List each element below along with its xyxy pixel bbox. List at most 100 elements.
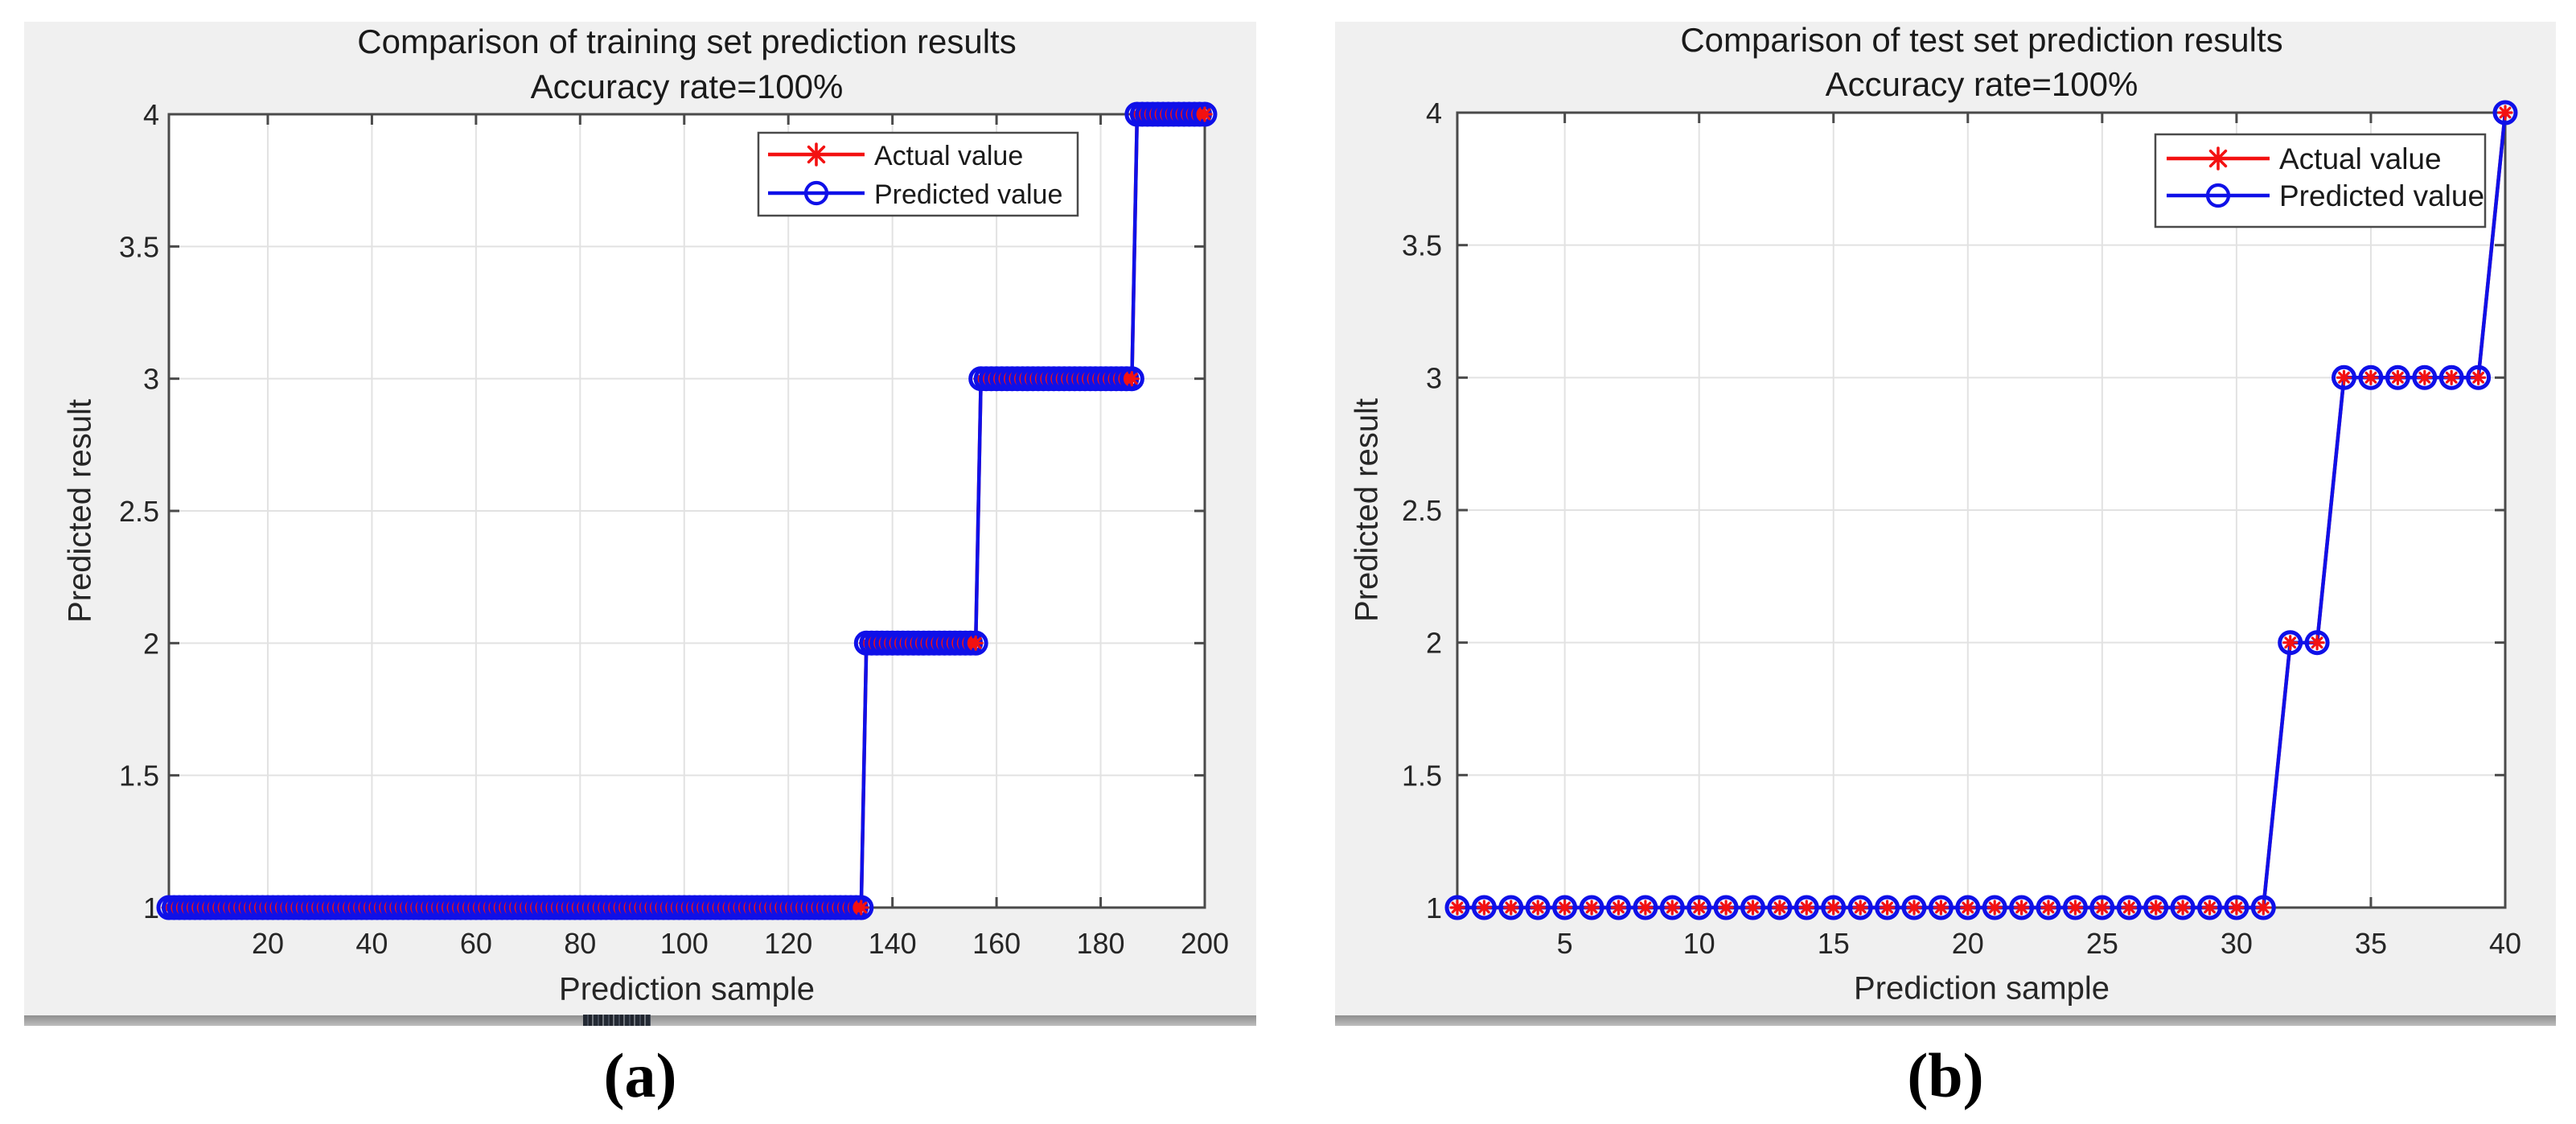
data-point-marker <box>2438 364 2464 390</box>
x-tick-label: 20 <box>1952 927 1984 960</box>
data-point-marker <box>2009 895 2035 920</box>
data-point-marker <box>1847 895 1873 920</box>
data-point-marker <box>1875 895 1900 920</box>
y-tick-label: 2.5 <box>1402 494 1442 527</box>
data-point-marker <box>2385 364 2410 390</box>
data-point-marker <box>2412 364 2438 390</box>
data-point-marker <box>2466 364 2492 390</box>
legend-circle-marker-icon <box>803 180 829 206</box>
x-tick-label: 10 <box>1683 927 1715 960</box>
data-point-marker <box>1955 895 1981 920</box>
y-tick-label: 1 <box>143 891 159 924</box>
x-tick-label: 40 <box>355 927 388 960</box>
data-point-marker <box>2224 895 2249 920</box>
legend-label: Actual value <box>2279 142 2442 175</box>
data-point-marker <box>1444 895 1470 920</box>
x-tick-label: 25 <box>2086 927 2118 960</box>
data-point-marker <box>2278 630 2303 656</box>
y-tick-label: 4 <box>1426 97 1442 130</box>
data-point-marker <box>1659 895 1685 920</box>
data-point-marker <box>2170 895 2196 920</box>
data-point-marker <box>963 630 988 656</box>
y-tick-label: 1.5 <box>119 760 159 793</box>
data-point-marker <box>2332 364 2356 390</box>
x-tick-label: 15 <box>1818 927 1850 960</box>
data-point-marker <box>1525 895 1551 920</box>
data-point-marker <box>1821 895 1847 920</box>
data-point-marker <box>2062 895 2088 920</box>
x-tick-label: 160 <box>972 927 1021 960</box>
data-point-marker <box>2089 895 2115 920</box>
y-tick-label: 4 <box>143 98 159 131</box>
data-point-marker <box>2036 895 2061 920</box>
y-tick-label: 1.5 <box>1402 759 1442 792</box>
data-point-marker <box>1552 895 1578 920</box>
legend-circle-marker-icon <box>2205 183 2231 208</box>
y-tick-label: 2 <box>1426 627 1442 660</box>
data-point-marker <box>1713 895 1739 920</box>
data-point-marker <box>1767 895 1793 920</box>
x-tick-label: 30 <box>2221 927 2253 960</box>
training-figure-panel: Comparison of training set prediction re… <box>24 22 1256 1026</box>
legend-asterisk-marker-icon <box>804 142 828 167</box>
data-point-marker <box>1928 895 1954 920</box>
data-point-marker <box>2358 364 2384 390</box>
x-tick-label: 140 <box>869 927 917 960</box>
data-point-marker <box>1901 895 1927 920</box>
data-point-marker <box>1192 101 1218 127</box>
data-point-marker <box>2143 895 2169 920</box>
y-tick-label: 2 <box>143 627 159 660</box>
x-tick-label: 40 <box>2489 927 2521 960</box>
legend-label: Actual value <box>874 141 1023 171</box>
x-axis-label: Prediction sample <box>1854 970 2110 1007</box>
data-point-marker <box>2116 895 2142 920</box>
data-point-marker <box>2250 895 2276 920</box>
legend-label: Predicted value <box>874 179 1062 210</box>
y-tick-label: 3 <box>143 363 159 396</box>
x-tick-label: 80 <box>564 927 596 960</box>
x-tick-label: 200 <box>1181 927 1229 960</box>
data-point-marker <box>1579 895 1604 920</box>
training-chart-canvas: 20 40 60 80 100 120 140 160 180 200 1 1.5 2 2.5 3 3.5 4 A… <box>119 98 1229 960</box>
x-tick-label: 20 <box>252 927 284 960</box>
data-point-marker <box>1471 895 1497 920</box>
data-point-marker <box>1740 895 1765 920</box>
data-point-marker <box>2304 630 2330 656</box>
y-tick-label: 1 <box>1426 891 1442 924</box>
x-axis-label: Prediction sample <box>559 971 815 1007</box>
predicted-value-line <box>1457 112 2508 910</box>
legend-asterisk-marker-icon <box>2206 146 2230 171</box>
chart-subtitle: Accuracy rate=100% <box>530 68 844 105</box>
y-tick-label: 3.5 <box>1402 229 1442 262</box>
chart-title: Comparison of test set prediction result… <box>1680 21 2283 59</box>
y-tick-label: 2.5 <box>119 495 159 528</box>
y-tick-label: 3.5 <box>119 230 159 263</box>
chart-title: Comparison of training set prediction re… <box>357 23 1017 60</box>
test-chart-canvas: 5 10 15 20 25 30 35 40 1 1.5 2 2.5 3 3.5 4 Actual value… <box>1402 97 2521 960</box>
x-tick-label: 120 <box>764 927 812 960</box>
data-point-marker <box>2492 100 2518 126</box>
subfigure-caption-b: (b) <box>1907 1040 1984 1110</box>
data-point-marker <box>1633 895 1658 920</box>
clipped-text-artifact <box>583 1015 651 1026</box>
x-tick-label: 5 <box>1557 927 1573 960</box>
chart-subtitle: Accuracy rate=100% <box>1825 65 2138 103</box>
data-point-marker <box>1793 895 1819 920</box>
data-point-marker <box>1687 895 1712 920</box>
figure-bottom-edge <box>1335 1015 2556 1026</box>
test-figure-panel: Comparison of test set prediction result… <box>1335 21 2556 1026</box>
data-point-marker <box>848 895 874 920</box>
x-tick-label: 180 <box>1077 927 1125 960</box>
data-point-marker <box>1119 366 1144 392</box>
x-tick-label: 100 <box>660 927 709 960</box>
y-tick-label: 3 <box>1426 361 1442 394</box>
legend-label: Predicted value <box>2279 179 2484 212</box>
subfigure-caption-a: (a) <box>603 1040 677 1110</box>
data-point-marker <box>2197 895 2222 920</box>
data-point-marker <box>1982 895 2007 920</box>
data-point-marker <box>1498 895 1524 920</box>
x-tick-label: 60 <box>460 927 492 960</box>
x-tick-label: 35 <box>2355 927 2387 960</box>
data-point-marker <box>1606 895 1631 920</box>
